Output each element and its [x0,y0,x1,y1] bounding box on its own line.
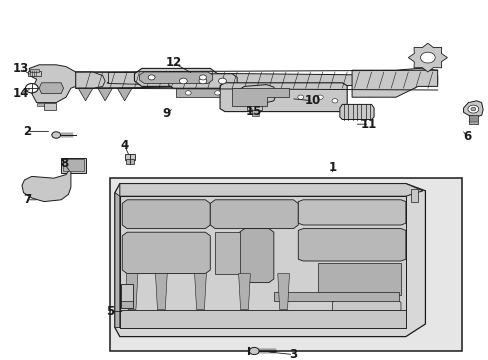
Polygon shape [134,68,217,86]
Polygon shape [298,200,405,225]
Circle shape [148,75,155,80]
Circle shape [470,107,475,111]
Polygon shape [122,232,210,274]
Polygon shape [120,196,405,328]
Polygon shape [117,88,132,101]
Polygon shape [76,72,105,88]
Text: 13: 13 [13,62,29,75]
Text: 7: 7 [23,193,31,206]
Bar [28,71,41,76]
Polygon shape [37,103,44,106]
Bar [63,159,83,171]
Polygon shape [237,85,276,103]
Polygon shape [120,184,422,196]
Polygon shape [407,43,447,72]
Polygon shape [122,200,210,229]
Polygon shape [351,68,437,97]
Circle shape [185,91,191,95]
Polygon shape [78,88,93,101]
Text: 3: 3 [289,348,297,360]
Circle shape [199,78,206,84]
Text: 2: 2 [23,125,31,138]
Polygon shape [239,229,273,283]
Circle shape [52,132,61,138]
Polygon shape [277,274,289,310]
Polygon shape [107,72,146,84]
Polygon shape [210,200,298,229]
Polygon shape [215,232,239,274]
Polygon shape [339,104,373,120]
Text: 6: 6 [462,130,470,143]
Polygon shape [98,88,112,101]
Polygon shape [176,88,229,97]
Circle shape [331,99,337,103]
Polygon shape [232,88,288,106]
Text: 11: 11 [360,118,377,131]
Circle shape [249,347,259,355]
Polygon shape [76,72,437,88]
Polygon shape [194,274,206,310]
Polygon shape [22,167,71,202]
Bar [410,189,417,202]
Polygon shape [139,72,212,84]
Polygon shape [115,184,425,337]
Circle shape [297,95,303,99]
Polygon shape [298,229,405,261]
Polygon shape [332,295,400,324]
Polygon shape [44,103,56,110]
Polygon shape [238,274,250,310]
Polygon shape [155,274,167,310]
Text: 5: 5 [106,305,114,318]
Polygon shape [317,263,400,295]
Bar [30,69,39,72]
Bar [121,301,133,308]
Text: 10: 10 [304,94,321,107]
Text: 9: 9 [162,107,170,120]
Polygon shape [168,74,237,88]
Bar [110,178,461,351]
Circle shape [25,84,38,93]
Circle shape [199,75,206,80]
Bar [121,284,133,308]
Circle shape [214,91,220,95]
Polygon shape [220,83,346,112]
Polygon shape [126,274,138,310]
Bar [125,159,134,164]
Polygon shape [29,65,76,103]
Text: 12: 12 [165,57,182,69]
Polygon shape [246,101,261,110]
Polygon shape [463,101,482,117]
Text: 1: 1 [328,161,336,174]
Text: 8: 8 [61,157,68,170]
Bar [273,292,398,301]
Polygon shape [39,83,63,94]
Circle shape [467,105,478,113]
Circle shape [420,52,434,63]
Text: 15: 15 [245,105,262,118]
Text: 4: 4 [121,139,128,152]
Bar [468,115,477,124]
Bar [61,158,85,173]
Bar [124,154,135,160]
Polygon shape [115,193,120,328]
Circle shape [179,78,187,84]
Polygon shape [120,310,405,328]
Text: 14: 14 [13,87,29,100]
Polygon shape [251,110,259,116]
Circle shape [218,78,226,84]
Circle shape [317,95,323,99]
